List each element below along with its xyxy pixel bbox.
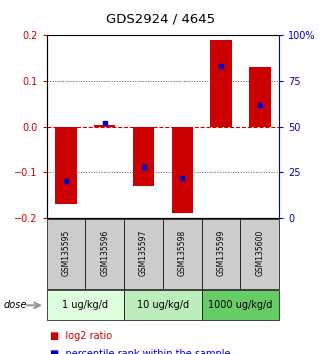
Bar	[202, 219, 240, 289]
Text: dose: dose	[3, 300, 27, 310]
Text: 1 ug/kg/d: 1 ug/kg/d	[62, 300, 108, 310]
Bar	[133, 127, 154, 186]
Bar	[249, 67, 271, 127]
Text: GSM135596: GSM135596	[100, 229, 109, 276]
Bar	[55, 127, 77, 204]
Text: GSM135595: GSM135595	[61, 229, 70, 276]
Bar	[94, 125, 115, 127]
Text: 10 ug/kg/d: 10 ug/kg/d	[137, 300, 189, 310]
Text: GSM135597: GSM135597	[139, 229, 148, 276]
Bar	[124, 219, 163, 289]
Bar	[202, 290, 279, 320]
Text: GDS2924 / 4645: GDS2924 / 4645	[106, 12, 215, 25]
Bar	[211, 40, 232, 127]
Bar	[124, 290, 202, 320]
Bar	[47, 219, 85, 289]
Text: GSM135600: GSM135600	[256, 229, 265, 276]
Bar	[47, 290, 124, 320]
Text: ■  log2 ratio: ■ log2 ratio	[50, 331, 112, 341]
Text: GSM135598: GSM135598	[178, 229, 187, 276]
Text: 1000 ug/kg/d: 1000 ug/kg/d	[208, 300, 273, 310]
Bar	[85, 219, 124, 289]
Text: ■  percentile rank within the sample: ■ percentile rank within the sample	[50, 349, 230, 354]
Bar	[163, 219, 202, 289]
Text: GSM135599: GSM135599	[217, 229, 226, 276]
Bar	[172, 127, 193, 213]
Bar	[240, 219, 279, 289]
